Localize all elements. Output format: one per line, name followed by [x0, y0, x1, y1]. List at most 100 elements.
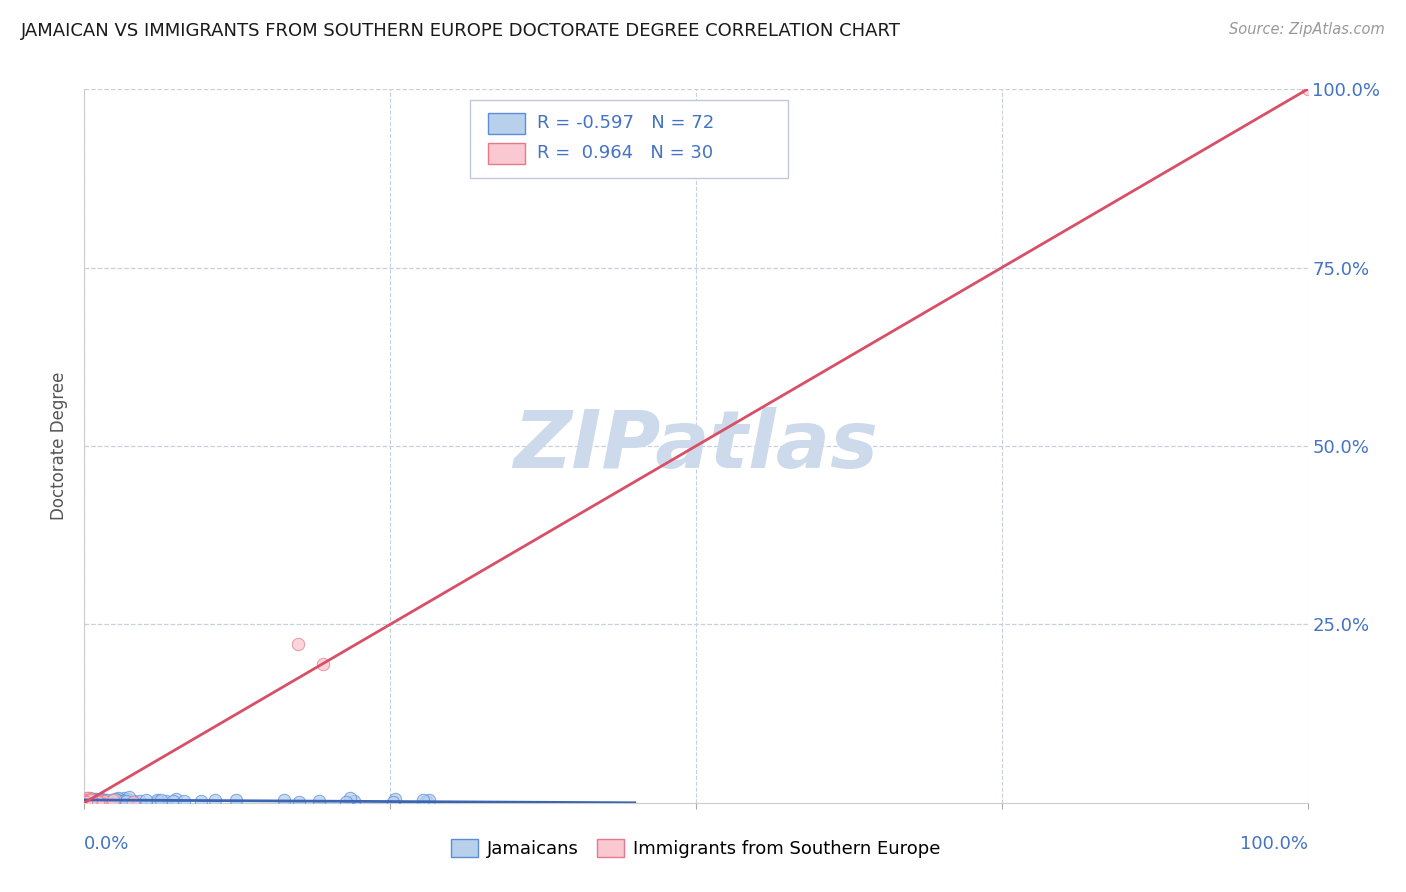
Point [225, 793, 247, 807]
Point [77, 791, 100, 805]
Point [75, 794, 97, 808]
Point [91, 792, 114, 806]
Point [77, 795, 100, 809]
Point [76, 794, 98, 808]
Point [83, 794, 105, 808]
Point [91, 795, 114, 809]
Point [91, 795, 114, 809]
Text: ZIPatlas: ZIPatlas [513, 407, 879, 485]
Point [150, 793, 173, 807]
Point [76, 795, 98, 809]
Point [287, 637, 309, 651]
Point [120, 795, 142, 809]
Point [96, 794, 118, 808]
Text: Source: ZipAtlas.com: Source: ZipAtlas.com [1229, 22, 1385, 37]
Point [343, 794, 366, 808]
Point [87, 794, 110, 808]
Point [93, 794, 115, 808]
Point [96, 793, 118, 807]
Point [204, 792, 226, 806]
Point [80, 792, 103, 806]
Point [146, 794, 169, 808]
Point [146, 793, 169, 807]
FancyBboxPatch shape [488, 143, 524, 164]
Point [87, 796, 110, 810]
Point [107, 791, 129, 805]
Point [104, 792, 127, 806]
Point [87, 795, 110, 809]
Point [339, 791, 361, 805]
Point [312, 657, 335, 671]
Point [122, 794, 145, 808]
Point [114, 794, 136, 808]
Point [418, 793, 440, 807]
Point [273, 793, 295, 807]
Point [335, 795, 357, 809]
Point [101, 793, 124, 807]
Point [77, 793, 100, 807]
Point [75, 795, 97, 809]
Point [1296, 82, 1319, 96]
FancyBboxPatch shape [488, 112, 524, 134]
Point [79, 791, 101, 805]
Point [415, 794, 437, 808]
Point [97, 796, 120, 810]
FancyBboxPatch shape [470, 100, 787, 178]
Point [129, 794, 152, 808]
Point [122, 795, 145, 809]
Point [288, 795, 311, 809]
Point [80, 793, 103, 807]
Point [84, 792, 107, 806]
Point [93, 794, 115, 808]
Point [135, 793, 157, 807]
Point [76, 796, 98, 810]
Point [118, 790, 141, 805]
Point [83, 791, 105, 805]
Point [76, 791, 98, 805]
Point [90, 794, 112, 808]
Point [162, 794, 184, 808]
Point [75, 793, 97, 807]
Point [115, 792, 138, 806]
Point [90, 796, 112, 810]
Point [75, 796, 97, 810]
Point [83, 794, 105, 808]
Point [75, 794, 97, 808]
Point [87, 795, 110, 809]
Point [90, 791, 112, 805]
Point [94, 795, 117, 809]
Point [381, 795, 404, 809]
Text: JAMAICAN VS IMMIGRANTS FROM SOUTHERN EUROPE DOCTORATE DEGREE CORRELATION CHART: JAMAICAN VS IMMIGRANTS FROM SOUTHERN EUR… [21, 22, 901, 40]
Point [89, 795, 111, 809]
Point [97, 795, 120, 809]
Point [108, 791, 131, 805]
Point [76, 790, 98, 805]
Point [105, 793, 128, 807]
Point [97, 795, 120, 809]
Point [173, 794, 195, 808]
Point [86, 793, 108, 807]
Point [146, 794, 169, 808]
Point [75, 795, 97, 809]
Point [80, 793, 103, 807]
Point [384, 792, 406, 806]
Y-axis label: Doctorate Degree: Doctorate Degree [49, 372, 67, 520]
Point [91, 793, 114, 807]
Point [90, 793, 112, 807]
Legend: Jamaicans, Immigrants from Southern Europe: Jamaicans, Immigrants from Southern Euro… [444, 831, 948, 865]
Text: R =  0.964   N = 30: R = 0.964 N = 30 [537, 145, 713, 162]
Text: 100.0%: 100.0% [1240, 835, 1308, 853]
Point [155, 794, 177, 808]
Point [87, 793, 110, 807]
Point [76, 794, 98, 808]
Point [75, 793, 97, 807]
Point [75, 796, 97, 810]
Point [412, 793, 434, 807]
Point [101, 793, 124, 807]
Point [77, 796, 100, 810]
Point [80, 793, 103, 807]
Point [93, 793, 115, 807]
Point [308, 794, 330, 808]
Point [98, 794, 121, 808]
Text: R = -0.597   N = 72: R = -0.597 N = 72 [537, 114, 714, 132]
